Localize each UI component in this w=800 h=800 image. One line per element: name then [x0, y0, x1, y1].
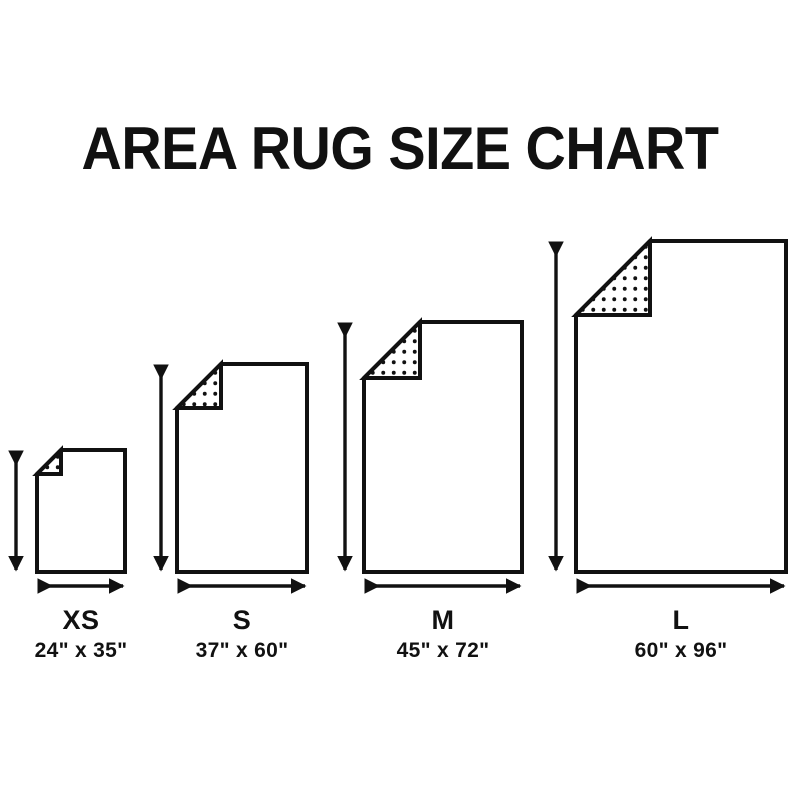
size-label-m: M 45" x 72"	[323, 605, 563, 664]
size-name-xs: XS	[62, 605, 100, 635]
size-dimensions-l: 60" x 96"	[634, 639, 728, 662]
size-dimensions-s: 37" x 60"	[195, 639, 289, 662]
rug-shape-s	[172, 359, 309, 574]
size-name-s: S	[232, 605, 252, 635]
rug-fold-triangle-m	[359, 317, 422, 380]
size-name-l: L	[672, 605, 690, 635]
size-dimensions-xs: 24" x 35"	[34, 639, 128, 662]
size-label-l: L 60" x 96"	[561, 605, 800, 664]
size-label-s: S 37" x 60"	[122, 605, 362, 664]
rug-shape-xs	[32, 445, 127, 574]
rug-fold-triangle-s	[172, 359, 223, 410]
rug-fold-triangle-xs	[32, 445, 63, 476]
page-title: AREA RUG SIZE CHART	[81, 115, 719, 182]
rug-shape-l	[571, 236, 788, 574]
size-label-xs: XS 24" x 35"	[0, 605, 201, 664]
size-dimensions-m: 45" x 72"	[396, 639, 490, 662]
size-name-m: M	[431, 605, 455, 635]
rug-shape-m	[359, 317, 524, 574]
rug-fold-triangle-l	[571, 236, 652, 317]
